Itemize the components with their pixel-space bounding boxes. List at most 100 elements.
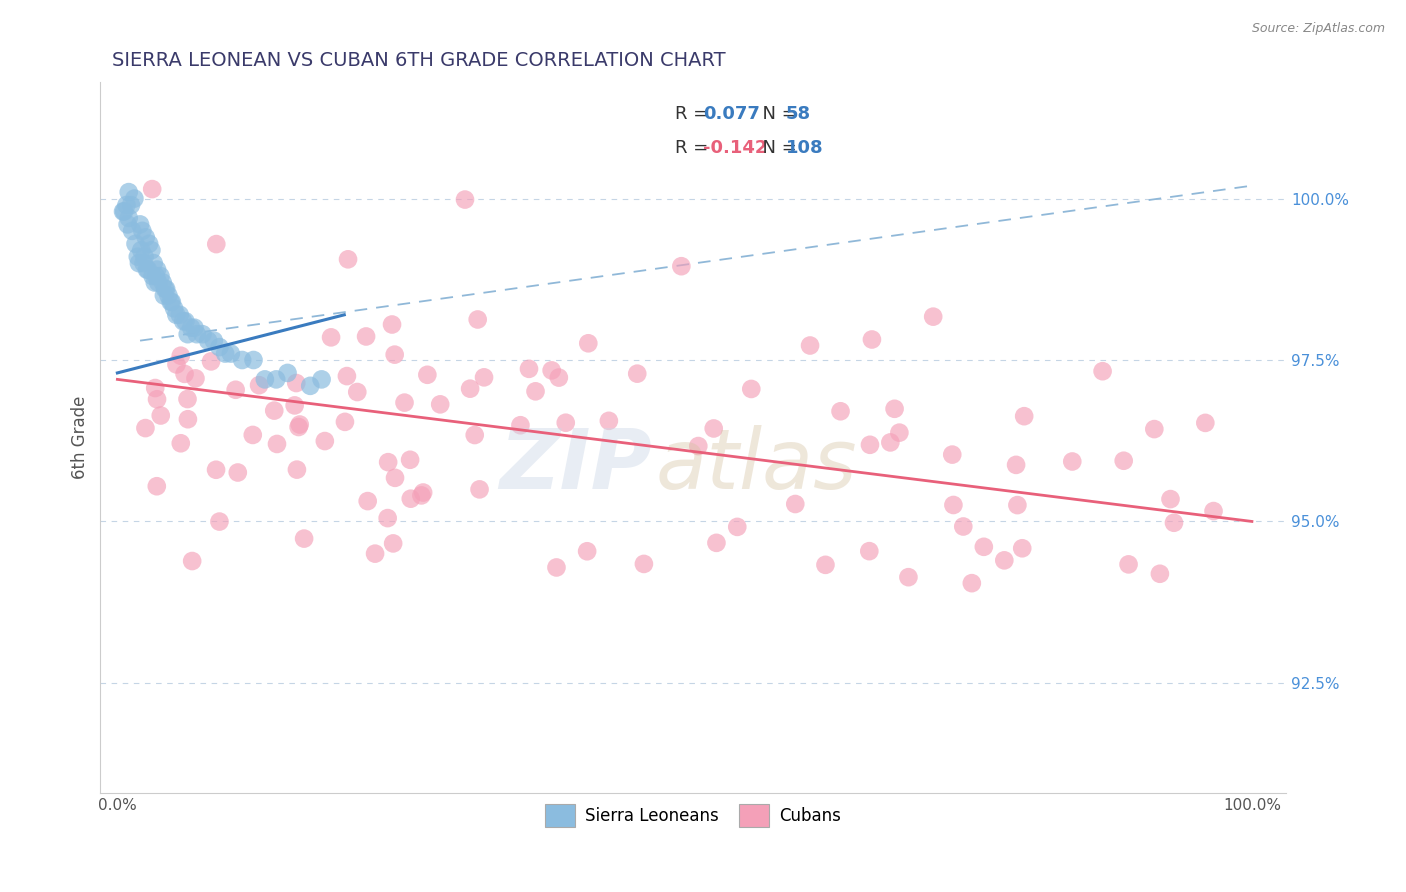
Point [288, 417, 311, 432]
Point [411, 488, 433, 502]
Point [860, 333, 883, 347]
Point [382, 536, 405, 550]
Point [1202, 504, 1225, 518]
Point [942, 498, 965, 512]
Point [1091, 364, 1114, 378]
Point [554, 416, 576, 430]
Point [377, 511, 399, 525]
Point [183, 320, 205, 334]
Point [467, 312, 489, 326]
Text: ZIP: ZIP [499, 425, 651, 507]
Point [138, 236, 160, 251]
Point [524, 384, 547, 399]
Point [118, 185, 141, 199]
Point [174, 314, 197, 328]
Point [112, 204, 135, 219]
Point [1143, 422, 1166, 436]
Point [416, 368, 439, 382]
Point [399, 452, 422, 467]
Point [143, 276, 166, 290]
Text: atlas: atlas [655, 425, 856, 507]
Point [314, 434, 336, 448]
Point [785, 497, 807, 511]
Point [1163, 516, 1185, 530]
Point [117, 218, 139, 232]
Point [540, 363, 562, 377]
Point [740, 382, 762, 396]
Point [993, 553, 1015, 567]
Point [120, 198, 142, 212]
Point [1012, 409, 1035, 424]
Point [394, 395, 416, 409]
Point [184, 371, 207, 385]
Point [208, 515, 231, 529]
Point [202, 334, 225, 348]
Point [169, 308, 191, 322]
Point [381, 318, 404, 332]
Point [129, 244, 152, 258]
Point [176, 392, 198, 406]
Text: SIERRA LEONEAN VS CUBAN 6TH GRADE CORRELATION CHART: SIERRA LEONEAN VS CUBAN 6TH GRADE CORREL… [112, 51, 725, 70]
Text: N =: N = [751, 105, 803, 123]
Point [180, 320, 202, 334]
Point [814, 558, 837, 572]
Point [191, 327, 214, 342]
Text: 58: 58 [786, 105, 811, 123]
Point [576, 336, 599, 351]
Point [354, 329, 377, 343]
Point [135, 230, 157, 244]
Text: 0.077: 0.077 [703, 105, 759, 123]
Point [1160, 492, 1182, 507]
Point [922, 310, 945, 324]
Point [858, 544, 880, 558]
Point [177, 412, 200, 426]
Point [337, 252, 360, 267]
Point [173, 367, 195, 381]
Point [703, 421, 725, 435]
Point [725, 520, 748, 534]
Text: R =: R = [675, 105, 714, 123]
Point [146, 479, 169, 493]
Point [688, 439, 710, 453]
Point [129, 218, 152, 232]
Point [464, 428, 486, 442]
Point [214, 346, 236, 360]
Point [141, 244, 163, 258]
Point [136, 262, 159, 277]
Text: Source: ZipAtlas.com: Source: ZipAtlas.com [1251, 22, 1385, 36]
Point [153, 282, 176, 296]
Point [124, 192, 146, 206]
Point [1007, 498, 1029, 512]
Point [160, 294, 183, 309]
Point [146, 262, 169, 277]
Point [285, 376, 308, 390]
Point [205, 463, 228, 477]
Point [333, 415, 356, 429]
Point [941, 448, 963, 462]
Point [799, 338, 821, 352]
Point [284, 398, 307, 412]
Point [509, 418, 531, 433]
Point [458, 382, 481, 396]
Point [399, 491, 422, 506]
Point [181, 554, 204, 568]
Point [311, 372, 333, 386]
Point [152, 276, 174, 290]
Point [132, 256, 155, 270]
Point [266, 437, 288, 451]
Point [706, 536, 728, 550]
Point [384, 471, 406, 485]
Point [336, 369, 359, 384]
Point [141, 268, 163, 283]
Point [883, 401, 905, 416]
Text: R =: R = [675, 138, 714, 157]
Point [1011, 541, 1033, 556]
Point [517, 361, 540, 376]
Point [127, 250, 149, 264]
Point [219, 346, 242, 360]
Point [1005, 458, 1028, 472]
Point [165, 308, 187, 322]
Point [1194, 416, 1216, 430]
Point [859, 438, 882, 452]
Point [299, 379, 322, 393]
